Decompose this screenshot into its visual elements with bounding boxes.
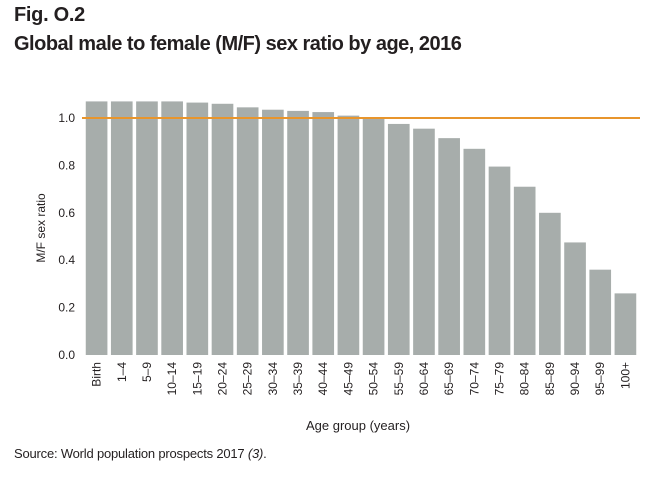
y-tick-label: 0.2 (58, 301, 75, 315)
x-tick-label: 5–9 (140, 362, 154, 382)
y-tick-label: 0.8 (58, 158, 75, 172)
source-note: Source: World population prospects 2017 … (14, 446, 267, 461)
y-axis-title: M/F sex ratio (34, 193, 48, 263)
bar-chart: 0.0 0.2 0.4 0.6 0.8 1.0 Birth 1–4 5–9 10–14 15–19… (34, 101, 640, 433)
x-tick-label: 55–59 (392, 362, 406, 396)
x-tick-label: 40–44 (316, 362, 330, 396)
source-text: Source: World population prospects 2017 (14, 446, 248, 461)
bar (236, 107, 259, 355)
bar (362, 118, 385, 355)
x-tick-label: 60–64 (417, 362, 431, 396)
bar (337, 115, 360, 355)
x-tick-label: 90–94 (568, 362, 582, 396)
y-tick-label: 1.0 (58, 111, 75, 125)
bar (539, 212, 561, 355)
source-end: . (263, 446, 267, 461)
x-tick-label: 25–29 (241, 362, 255, 396)
x-tick-label: 70–74 (467, 362, 481, 396)
x-tick-label: 15–19 (190, 362, 204, 396)
bar (413, 128, 435, 355)
x-axis-tick-labels: Birth 1–4 5–9 10–14 15–19 20–24 25–29 30–34 35–3… (90, 362, 633, 396)
x-tick-label: 80–84 (518, 362, 532, 396)
bar (589, 269, 612, 355)
x-tick-label: 95–99 (593, 362, 607, 396)
x-tick-label: Birth (90, 362, 104, 387)
x-tick-label: 65–69 (442, 362, 456, 396)
figure-label: Fig. O.2 (14, 4, 85, 26)
bar (312, 112, 335, 355)
x-tick-label: 30–34 (266, 362, 280, 396)
x-tick-label: 20–24 (216, 362, 230, 396)
y-tick-label: 0.4 (58, 253, 75, 267)
y-axis-tick-labels: 0.0 0.2 0.4 0.6 0.8 1.0 (58, 111, 75, 362)
bar (186, 102, 209, 355)
x-tick-label: 35–39 (291, 362, 305, 396)
y-tick-label: 0.0 (58, 348, 75, 362)
x-tick-label: 45–49 (341, 362, 355, 396)
bar (438, 138, 460, 355)
x-tick-label: 100+ (618, 362, 632, 389)
bar (287, 110, 309, 355)
x-tick-label: 1–4 (115, 362, 129, 382)
bar (211, 103, 234, 355)
bar (110, 101, 133, 355)
bar (463, 148, 486, 355)
x-tick-label: 10–14 (165, 362, 179, 396)
bar (262, 109, 284, 356)
bar (513, 186, 536, 355)
bar (136, 101, 158, 355)
x-axis-title: Age group (years) (306, 418, 410, 433)
bars (85, 101, 637, 356)
bar (614, 293, 637, 355)
x-tick-label: 50–54 (367, 362, 381, 396)
y-tick-label: 0.6 (58, 206, 75, 220)
x-tick-label: 85–89 (543, 362, 557, 396)
bar (85, 101, 108, 355)
bar (161, 101, 183, 355)
source-reference: (3) (247, 446, 264, 461)
x-tick-label: 75–79 (493, 362, 507, 396)
bar (387, 123, 410, 356)
bar (564, 242, 586, 355)
bar (488, 166, 511, 355)
figure-title: Global male to female (M/F) sex ratio by… (14, 33, 462, 55)
